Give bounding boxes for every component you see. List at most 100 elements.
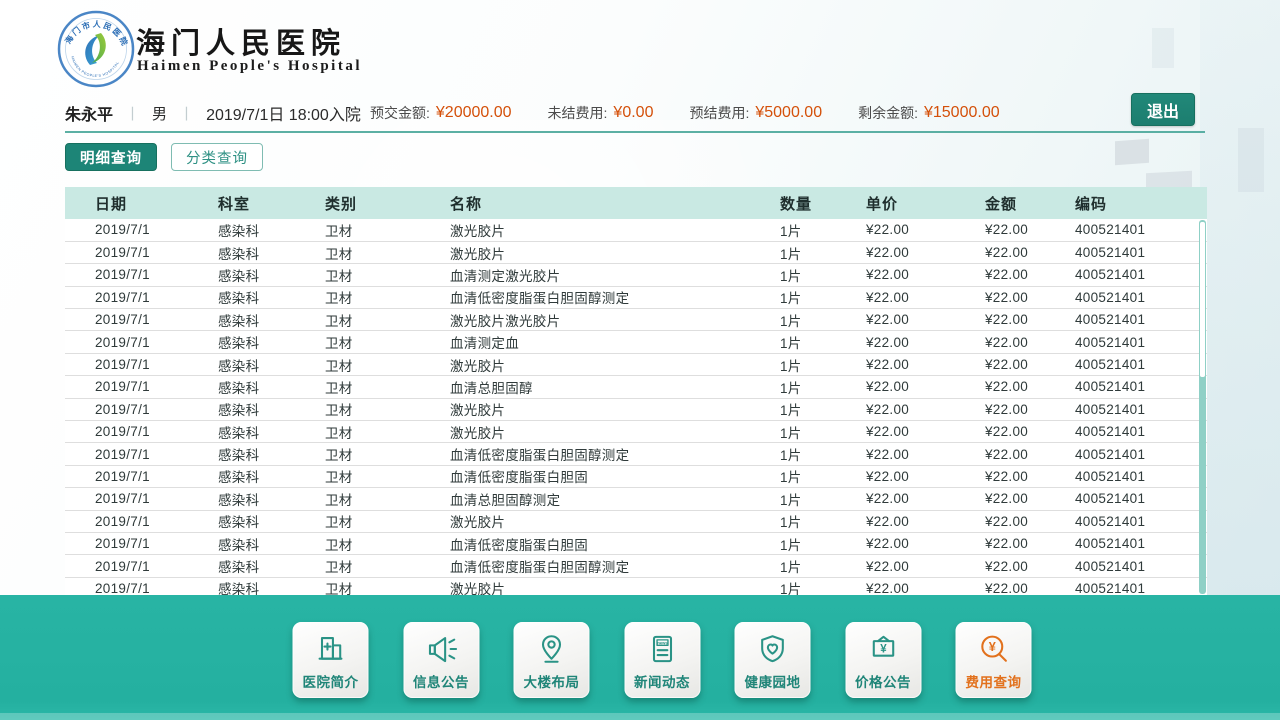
- cell: ¥22.00: [866, 286, 985, 310]
- background-decoration: [1200, 0, 1280, 595]
- cell: 卫材: [325, 263, 450, 287]
- cell: 激光胶片: [450, 510, 780, 533]
- cell: 1片: [780, 308, 866, 332]
- cell: 血清低密度脂蛋白胆固醇测定: [450, 554, 780, 578]
- cell: 感染科: [218, 577, 325, 595]
- cell: 400521401: [1075, 420, 1207, 444]
- cell: 血清低密度脂蛋白胆固: [450, 532, 780, 556]
- cell: 卫材: [325, 442, 450, 466]
- background-decoration: [1152, 28, 1174, 68]
- app-button-label: 健康园地: [744, 674, 801, 690]
- cell: 血清测定血: [450, 330, 780, 354]
- cell: 2019/7/1: [65, 263, 218, 287]
- cell: ¥22.00: [866, 487, 985, 511]
- cell: 感染科: [218, 487, 325, 511]
- cell: 400521401: [1075, 375, 1207, 399]
- exit-button[interactable]: 退出: [1131, 93, 1195, 126]
- cell: 血清低密度脂蛋白胆固醇测定: [450, 442, 780, 466]
- app-button-news[interactable]: 新闻动态: [624, 622, 700, 698]
- cell: 2019/7/1: [65, 554, 218, 578]
- cell: ¥22.00: [866, 532, 985, 556]
- cell: ¥22.00: [866, 263, 985, 287]
- cell: 1片: [780, 465, 866, 489]
- fee-search-icon: [977, 632, 1011, 666]
- cell: 400521401: [1075, 219, 1207, 242]
- app-button-price-notice[interactable]: 价格公告: [845, 622, 921, 698]
- app-button-health-garden[interactable]: 健康园地: [734, 622, 811, 698]
- cell: 感染科: [218, 241, 325, 265]
- app-button-fee-inquiry[interactable]: 费用查询: [955, 622, 1032, 698]
- shield-heart-icon: [756, 632, 790, 666]
- scrollbar-track[interactable]: [1199, 220, 1206, 594]
- cell: 2019/7/1: [65, 375, 218, 399]
- cell: 400521401: [1075, 465, 1207, 489]
- cell: 2019/7/1: [65, 353, 218, 377]
- cell: 卫材: [325, 286, 450, 310]
- cell: 激光胶片: [450, 219, 780, 242]
- app-button-hospital-intro[interactable]: 医院简介: [292, 622, 369, 698]
- column-header: 日期: [65, 187, 218, 219]
- cell: 感染科: [218, 510, 325, 533]
- tab-category-query[interactable]: 分类查询: [171, 143, 263, 171]
- cell: ¥22.00: [866, 330, 985, 354]
- fee-value: ¥20000.00: [435, 104, 512, 121]
- cell: 卫材: [325, 487, 450, 511]
- cell: ¥22.00: [866, 375, 985, 399]
- table-row: 2019/7/1 感染科 卫材 血清总胆固醇 1片 ¥22.00 ¥22.00 4005214…: [65, 375, 1207, 399]
- cell: ¥22.00: [866, 510, 985, 533]
- hospital-logo: 海门市人民医院 HAIMEN PEOPLE'S HOSPITAL: [57, 10, 135, 88]
- cell: 卫材: [325, 577, 450, 595]
- cell: 1片: [780, 398, 866, 422]
- cell: 2019/7/1: [65, 398, 218, 422]
- table-row: 2019/7/1 感染科 卫材 激光胶片激光胶片 1片 ¥22.00 ¥22.00 40052…: [65, 308, 1207, 332]
- price-sign-icon: [866, 632, 900, 666]
- app-button-info-notice[interactable]: 信息公告: [403, 622, 479, 698]
- cell: 感染科: [218, 219, 325, 242]
- cell: ¥22.00: [985, 308, 1075, 332]
- cell: ¥22.00: [985, 353, 1075, 377]
- cell: 400521401: [1075, 398, 1207, 422]
- cell: 血清总胆固醇: [450, 375, 780, 399]
- column-header: 编码: [1075, 187, 1207, 219]
- cell: 400521401: [1075, 554, 1207, 578]
- cell: 400521401: [1075, 353, 1207, 377]
- divider: 丨: [125, 105, 141, 123]
- cell: 感染科: [218, 442, 325, 466]
- cell: ¥22.00: [866, 577, 985, 595]
- cell: 1片: [780, 219, 866, 242]
- cell: 1片: [780, 420, 866, 444]
- tab-detail-query[interactable]: 明细查询: [65, 143, 157, 171]
- news-icon: [645, 632, 679, 666]
- cell: 激光胶片: [450, 398, 780, 422]
- cell: 2019/7/1: [65, 219, 218, 242]
- footer-app-bar-background: 医院简介 信息公告 大楼布局 新闻动态 健康园地 价格公告 费用查询: [0, 595, 1280, 720]
- megaphone-icon: [424, 632, 458, 666]
- cell: 激光胶片: [450, 353, 780, 377]
- cell: 400521401: [1075, 487, 1207, 511]
- cell: ¥22.00: [985, 465, 1075, 489]
- cell: ¥22.00: [985, 420, 1075, 444]
- table-row: 2019/7/1 感染科 卫材 血清低密度脂蛋白胆固 1片 ¥22.00 ¥22.00 400…: [65, 465, 1207, 489]
- scrollbar-thumb[interactable]: [1200, 222, 1205, 377]
- table-row: 2019/7/1 感染科 卫材 血清低密度脂蛋白胆固醇测定 1片 ¥22.00 ¥22.00…: [65, 286, 1207, 310]
- table-row: 2019/7/1 感染科 卫材 激光胶片 1片 ¥22.00 ¥22.00 400521401: [65, 577, 1207, 595]
- cell: 2019/7/1: [65, 577, 218, 595]
- cell: ¥22.00: [985, 375, 1075, 399]
- cell: 1片: [780, 487, 866, 511]
- column-header: 金额: [985, 187, 1075, 219]
- fee-detail-table: 日期 科室 类别 名称 数量 单价 金额 编码 2019/7/1 感染科 卫材 激光胶片 1片 ¥22.…: [65, 187, 1207, 595]
- column-header: 单价: [866, 187, 985, 219]
- cell: 2019/7/1: [65, 330, 218, 354]
- cell: 1片: [780, 442, 866, 466]
- app-button-building-layout[interactable]: 大楼布局: [513, 622, 590, 698]
- cell: 感染科: [218, 286, 325, 310]
- hospital-name-zh: 海门人民医院: [136, 26, 347, 60]
- cell: 400521401: [1075, 286, 1207, 310]
- cell: ¥22.00: [866, 353, 985, 377]
- app-button-label: 价格公告: [855, 674, 911, 690]
- cell: 400521401: [1075, 308, 1207, 332]
- fee-value: ¥5000.00: [755, 104, 823, 121]
- cell: ¥22.00: [985, 510, 1075, 533]
- table-row: 2019/7/1 感染科 卫材 血清低密度脂蛋白胆固 1片 ¥22.00 ¥22.00 400…: [65, 532, 1207, 556]
- cell: 激光胶片: [450, 577, 780, 595]
